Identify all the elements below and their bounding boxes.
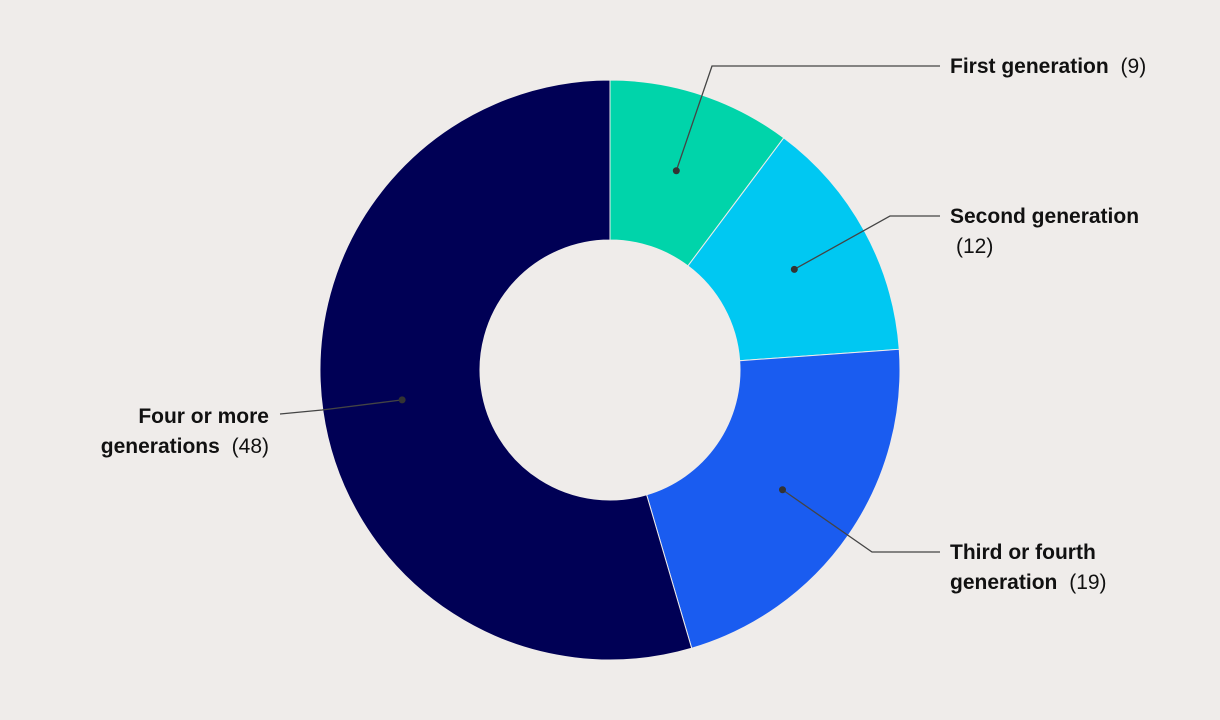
category-name: First generation	[950, 55, 1109, 78]
leader-dot	[398, 396, 406, 404]
slice-label: Second generation (12)	[950, 202, 1172, 262]
leader-dot	[790, 265, 798, 273]
donut-slice	[646, 348, 901, 649]
leader-line	[793, 215, 940, 270]
category-name: Four or more generations	[100, 405, 269, 458]
value-label: (12)	[956, 235, 994, 258]
donut-slice	[609, 79, 785, 267]
value-label: (19)	[1069, 571, 1107, 594]
slice-label: First generation (9)	[950, 52, 1220, 82]
category-name: Third or fourth generation	[950, 541, 1096, 594]
slice-label: Four or more generations (48)	[59, 402, 269, 462]
leader-line	[675, 65, 940, 171]
leader-dot	[672, 167, 680, 175]
leader-line	[782, 489, 940, 553]
category-name: Second generation	[950, 205, 1140, 228]
leader-line	[279, 399, 403, 415]
value-label: (48)	[231, 435, 269, 458]
value-label: (9)	[1120, 55, 1147, 78]
donut-slice	[319, 79, 693, 661]
leader-dot	[778, 486, 786, 494]
donut-slice	[687, 137, 900, 362]
slice-label: Third or fourth generation (19)	[950, 538, 1140, 598]
